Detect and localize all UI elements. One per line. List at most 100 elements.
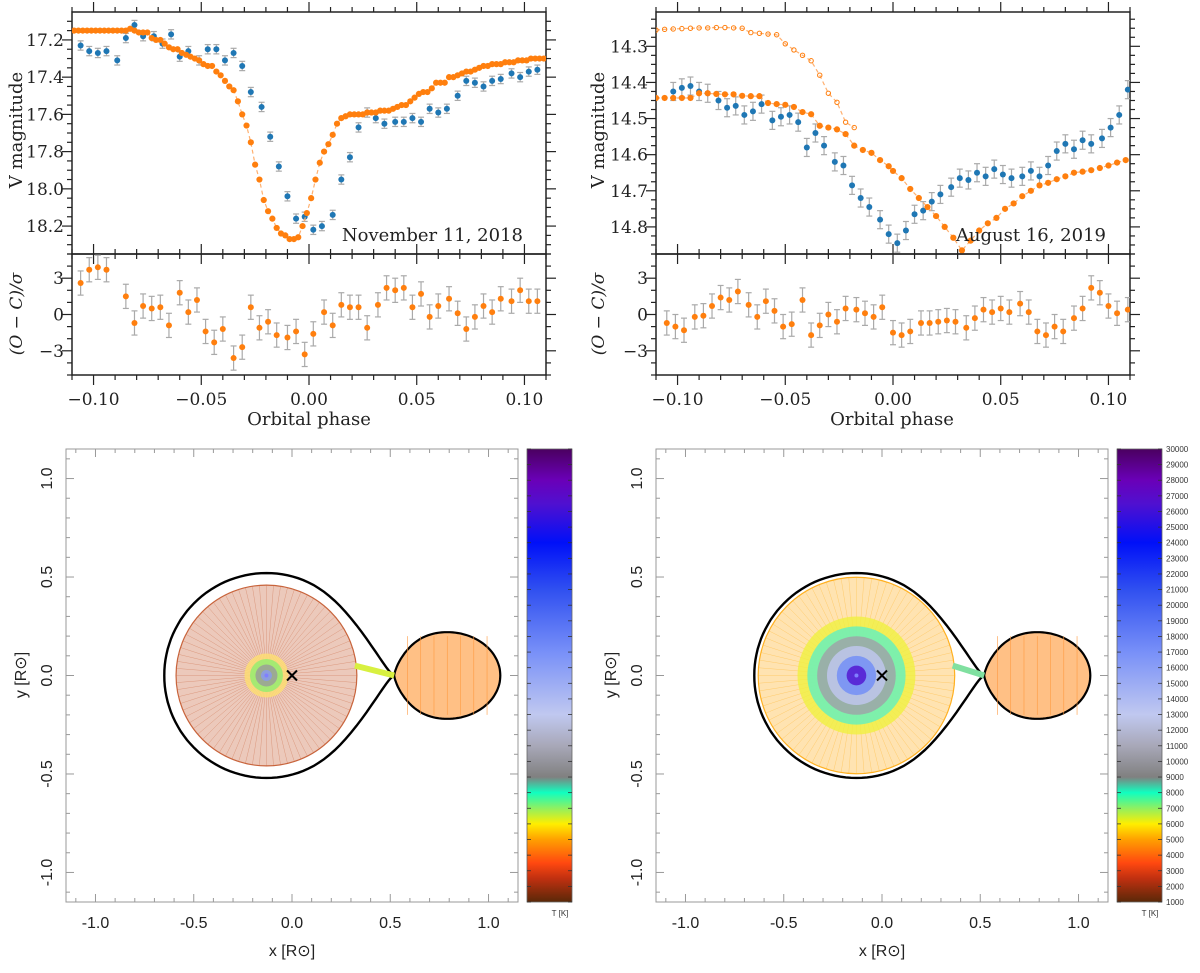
data-point	[368, 109, 375, 116]
data-point	[704, 90, 711, 97]
colorbar-tick-label: 4000	[1166, 851, 1184, 860]
data-point	[1079, 137, 1086, 144]
data-point	[1060, 328, 1067, 335]
series-observed	[670, 76, 1130, 253]
y-tick-label: 18.2	[26, 217, 64, 237]
data-point	[140, 303, 147, 310]
data-point	[971, 315, 978, 322]
data-point	[96, 27, 104, 34]
data-point	[88, 27, 95, 34]
data-point	[168, 31, 175, 38]
data-point	[661, 94, 668, 102]
y-tick-label: 17.4	[26, 68, 64, 88]
data-point	[355, 111, 362, 118]
data-point	[540, 55, 546, 62]
data-point	[265, 318, 272, 325]
data-point	[920, 207, 927, 214]
data-point	[948, 184, 955, 191]
data-point	[1098, 135, 1105, 142]
disc-map-panel-2018: -1.0 -0.5 0.0 0.5 1.0 -1.0 -0.5 0.0 0.5 1.0	[39, 448, 573, 932]
data-point-open	[705, 25, 711, 31]
data-point	[318, 223, 325, 230]
data-point	[691, 313, 698, 320]
data-point	[833, 318, 840, 325]
data-point	[1045, 179, 1052, 186]
x-tick-label: 0.5	[379, 915, 401, 932]
data-point	[1017, 300, 1024, 307]
data-point	[230, 49, 237, 56]
data-point	[739, 92, 746, 99]
data-point	[355, 124, 362, 131]
data-point	[101, 27, 108, 34]
data-point	[346, 111, 354, 118]
colorbar-tick-label: 18000	[1166, 632, 1189, 641]
center-of-mass-marker	[876, 669, 888, 682]
ylabel-lc-2018: V magnitude	[6, 72, 27, 189]
colorbar-tick-label: 16000	[1166, 664, 1189, 673]
data-point	[420, 88, 427, 96]
data-point-open	[656, 27, 659, 33]
data-point	[687, 94, 694, 102]
data-point	[320, 148, 328, 155]
data-point	[433, 79, 440, 86]
colorbar-tick-label: 14000	[1166, 695, 1189, 704]
data-point	[338, 301, 345, 308]
data-point	[321, 309, 328, 316]
data-point	[956, 175, 963, 182]
data-point-open	[817, 72, 823, 78]
data-point	[902, 227, 909, 234]
plot-area	[72, 19, 546, 243]
y-tick-label: 1.0	[39, 467, 56, 489]
disc-map-panel-2019: -1.0 -0.5 0.0 0.5 1.0 -1.0 -0.5 0.0 0.5 1.0 1000 20…	[629, 445, 1189, 932]
data-point	[226, 83, 233, 90]
data-point	[114, 27, 121, 34]
data-point	[670, 88, 677, 95]
data-point	[204, 46, 211, 53]
data-point	[392, 287, 399, 294]
data-point	[239, 62, 246, 69]
data-point	[687, 83, 694, 90]
roche-lobe-primary	[753, 571, 985, 780]
colorbar-tick-label: 26000	[1166, 507, 1189, 516]
data-point	[275, 163, 282, 170]
data-point	[1107, 124, 1114, 131]
data-point	[83, 27, 91, 34]
data-point	[273, 332, 280, 339]
data-point	[374, 301, 381, 308]
colorbar-tick-label: 5000	[1166, 836, 1184, 845]
y-tick-label: 14.4	[610, 73, 648, 93]
data-point	[745, 301, 752, 308]
plot-area	[656, 24, 1130, 254]
y-tick-label: 0.5	[39, 566, 56, 588]
data-point	[299, 222, 306, 230]
data-point	[890, 329, 896, 336]
colorbar-tick-label: 1000	[1166, 898, 1184, 907]
data-point	[441, 79, 448, 86]
data-point	[310, 226, 317, 233]
data-point	[284, 334, 291, 341]
xlabel-map-2018: x [R⊙]	[269, 943, 315, 960]
data-point	[849, 182, 856, 189]
colorbar-tick-label: 17000	[1166, 648, 1189, 657]
colorbar-tick-label: 11000	[1166, 742, 1188, 751]
y-tick-label: 14.5	[610, 110, 648, 130]
data-point	[239, 344, 246, 351]
data-point	[1105, 162, 1112, 169]
data-point	[260, 196, 267, 204]
data-point	[131, 319, 138, 326]
data-point-open	[670, 26, 676, 32]
data-point	[217, 72, 224, 79]
data-point	[293, 328, 300, 335]
data-point	[247, 89, 254, 96]
accretion-disc	[175, 584, 358, 767]
data-point	[208, 62, 216, 70]
data-point	[508, 70, 515, 77]
data-point	[857, 195, 864, 202]
data-point	[428, 85, 435, 92]
data-point	[1025, 309, 1032, 316]
x-tick-label: 0.0	[871, 915, 893, 932]
data-point	[204, 62, 211, 70]
data-point	[118, 27, 125, 34]
data-point	[267, 133, 274, 140]
data-point	[1019, 173, 1026, 180]
